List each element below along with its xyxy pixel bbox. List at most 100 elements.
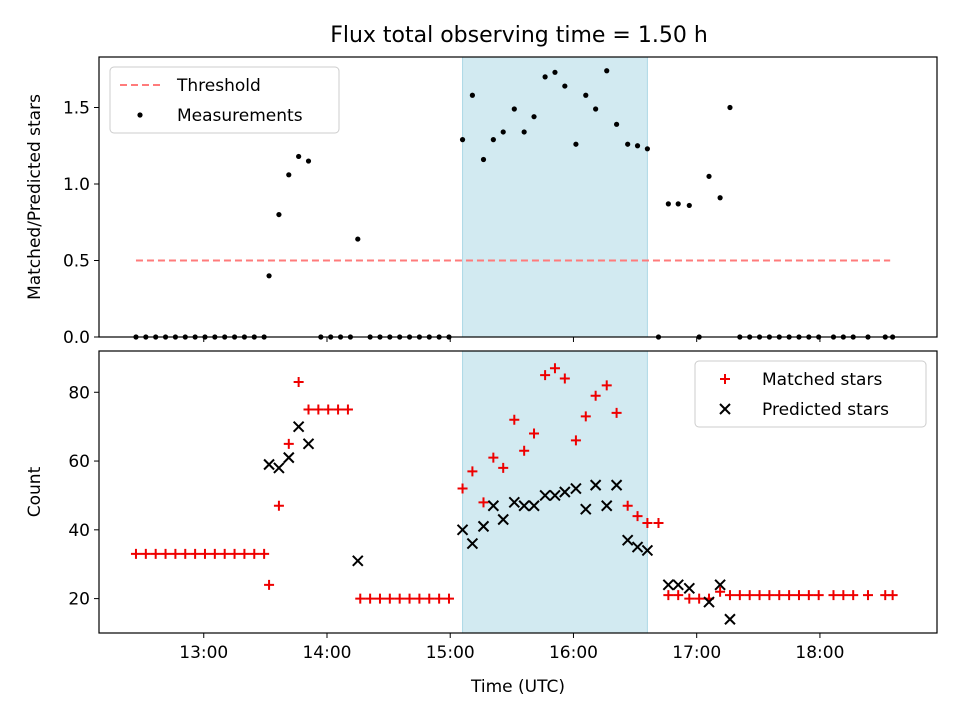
predicted-star-point [518,500,530,512]
x-tick-label: 18:00 [795,643,844,663]
matched-star-point [653,517,664,528]
matched-star-point [323,404,334,415]
y-tick-label: 60 [68,452,90,472]
matched-star-point [365,593,376,604]
x-tick-label: 13:00 [179,643,228,663]
legend: Threshold Measurements [109,66,340,134]
matched-star-point [724,590,735,601]
matched-star-point [734,590,745,601]
measurement-point [593,106,599,112]
measurement-point [542,74,548,80]
matched-star-point [684,593,695,604]
predicted-star-point [714,579,726,591]
matched-star-point [130,548,141,559]
y-tick-label: 20 [68,590,90,610]
matched-star-point [764,590,775,601]
measurement-point [604,68,610,74]
series-matched-stars [130,363,898,604]
matched-star-point [264,579,275,590]
measurement-point [665,201,671,207]
measurement-point [717,195,723,201]
matched-star-point [249,548,260,559]
measurement-point [613,121,620,127]
matched-star-point [342,404,353,415]
measurement-point [706,173,712,179]
matched-star-point [424,593,435,604]
predicted-star-point [466,537,479,550]
measurement-point [552,69,558,75]
matched-star-point [754,590,765,601]
predicted-star-point [352,555,364,567]
measurement-point [531,114,537,120]
x-tick-label: 15:00 [426,643,475,663]
y-tick-label: 1.0 [63,175,90,195]
matched-star-point [498,462,509,473]
legend: Matched stars Predicted stars [694,360,927,428]
matched-star-point [509,414,520,425]
y-tick-label: 0.0 [63,328,90,348]
axes-frame [98,350,938,634]
matched-star-point [784,590,795,601]
predicted-star-point [477,520,490,533]
matched-star-point [803,590,814,601]
predicted-star-point [580,503,592,515]
matched-star-point [559,373,570,384]
y-tick-label: 80 [68,383,90,403]
predicted-star-point [672,579,684,591]
y-tick-label: 0.5 [63,251,90,271]
matched-star-point [642,517,653,528]
predicted-star-point [662,579,675,591]
predicted-star-point [724,613,736,625]
measurement-point [459,137,466,143]
predicted-star-point [456,524,469,536]
measurement-point [521,129,527,135]
matched-star-point [828,590,839,601]
matched-star-point [887,590,898,601]
predicted-star-point [539,489,551,502]
matched-star-point [209,548,220,559]
measurement-point [276,211,282,218]
predicted-star-point [631,541,644,553]
matched-star-point [540,370,551,381]
y-axis-label: Count [25,466,45,517]
chart-title: Flux total observing time = 1.50 h [330,23,708,48]
matched-star-point [273,500,284,511]
matched-star-point [414,593,425,604]
measurement-point [296,153,302,160]
matched-star-point [150,548,161,559]
predicted-star-point [570,482,582,495]
predicted-star-point [283,451,295,464]
predicted-star-point [641,544,654,557]
x-tick-label: 14:00 [302,643,351,663]
highlight-span [462,56,648,338]
matched-star-point [774,590,785,601]
matched-star-point [862,590,873,601]
matched-star-point [160,548,171,559]
matched-star-point [601,380,612,391]
measurement-point [634,143,641,149]
matched-star-point [457,483,468,494]
measurement-point [562,83,568,89]
matched-star-point [488,452,499,463]
matched-star-point [570,435,581,446]
matched-star-point [580,411,591,422]
measurement-point [480,156,487,163]
predicted-star-point [601,500,613,512]
matched-star-point [519,445,530,456]
measurement-point [469,92,476,98]
predicted-star-point [487,500,500,512]
matched-star-point [622,500,633,511]
matched-star-point [529,428,540,439]
matched-star-point [170,548,181,559]
matched-star-point [715,586,726,597]
matched-star-point [394,593,405,604]
predicted-star-point [549,489,561,502]
predicted-star-point [263,458,275,471]
predicted-star-point [589,479,602,491]
measurement-point [686,202,692,209]
measurement-point [355,236,361,242]
measurement-point [625,141,631,147]
matched-star-point [813,590,824,601]
measurement-point [305,158,312,164]
